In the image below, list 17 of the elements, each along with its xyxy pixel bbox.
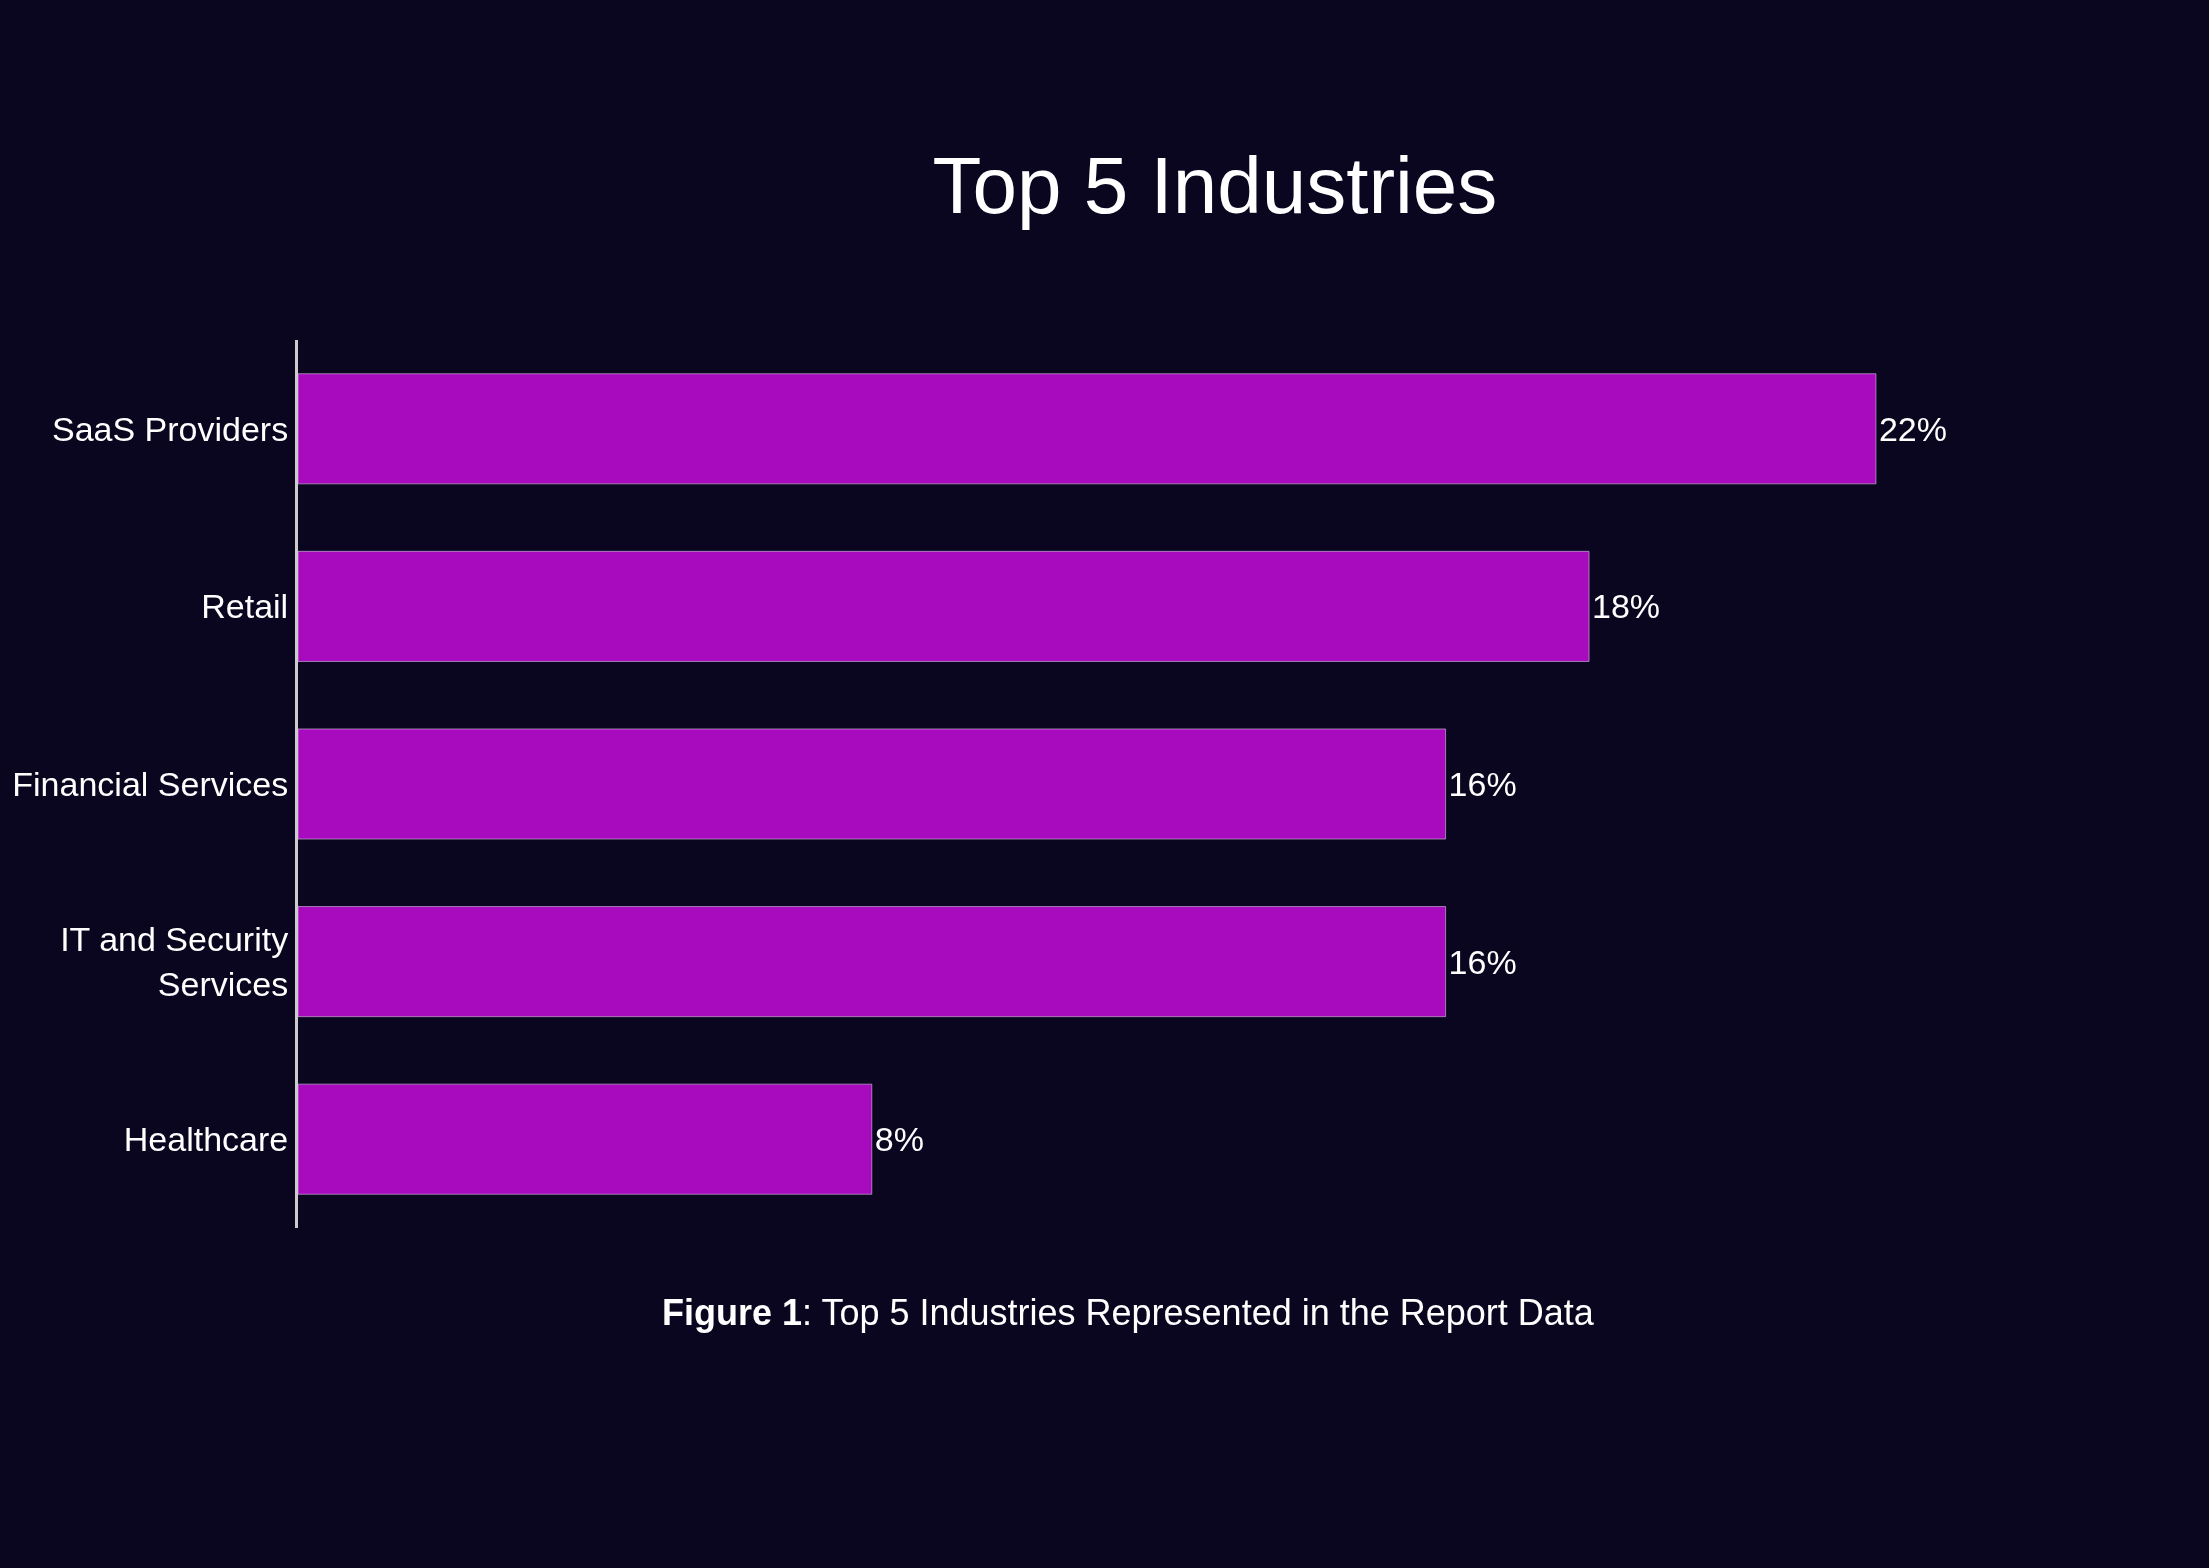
- bar: [298, 906, 1446, 1017]
- y-tick-label: Retail: [201, 587, 289, 626]
- y-tick-label: Financial Services: [12, 764, 289, 803]
- chart-title: Top 5 Industries: [932, 140, 1498, 230]
- bar: [298, 1083, 873, 1195]
- data-label: 22%: [1878, 409, 1948, 448]
- bar: [298, 728, 1446, 840]
- y-tick-label: IT and Security Services: [60, 920, 289, 1003]
- caption: Figure 1: Top 5 Industries Represented in the Report Data: [662, 1292, 1595, 1333]
- data-label: 16%: [1448, 942, 1517, 981]
- bar: [298, 551, 1590, 662]
- data-label: 8%: [874, 1120, 924, 1159]
- y-tick-label: Healthcare: [123, 1120, 289, 1159]
- bar: [298, 373, 1877, 485]
- data-label: 18%: [1592, 587, 1661, 626]
- y-tick-label: SaaS Providers: [51, 409, 289, 448]
- data-label: 16%: [1448, 765, 1517, 803]
